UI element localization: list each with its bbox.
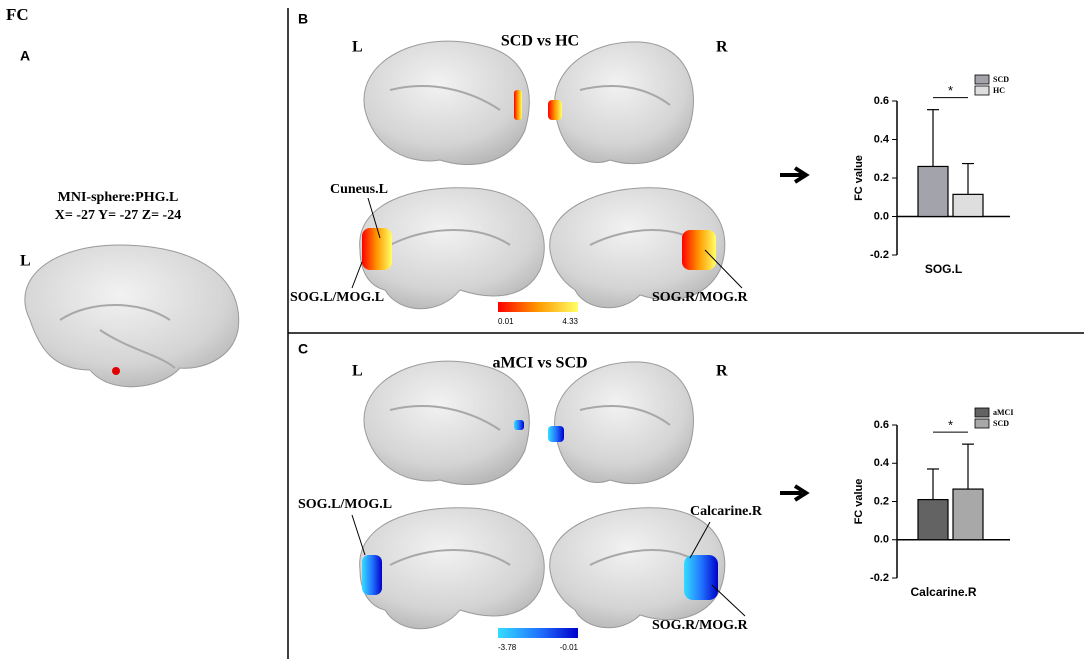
activation xyxy=(362,90,716,270)
y-axis-label: FC value xyxy=(853,155,865,201)
dividers xyxy=(287,8,1084,659)
colorbar-label: -3.78 xyxy=(498,643,517,652)
colorbar-label: -0.01 xyxy=(560,643,579,652)
colorbar-label: 0.01 xyxy=(498,317,514,326)
brain-medial xyxy=(24,244,240,388)
y-tick-label: 0.0 xyxy=(874,534,889,546)
colorbar xyxy=(498,302,578,312)
coords: X= -27 Y= -27 Z= -24 xyxy=(55,208,181,223)
bar xyxy=(952,488,984,541)
colorbar xyxy=(498,628,578,638)
x-tick-label: SOG.L xyxy=(925,262,962,276)
y-tick-label: 0.2 xyxy=(874,172,889,184)
brains-c xyxy=(359,360,726,630)
x-tick-label: Calcarine.R xyxy=(910,585,976,599)
region-label: SOG.L/MOG.L xyxy=(290,290,384,305)
arrow xyxy=(780,484,810,502)
region-label: Cuneus.L xyxy=(330,182,388,197)
bar xyxy=(917,498,949,541)
colorbar-label: 4.33 xyxy=(562,317,578,326)
figure-title: FC xyxy=(6,5,29,24)
legend-label: HC xyxy=(993,86,1005,95)
leader xyxy=(689,521,711,559)
y-tick-label: 0.6 xyxy=(874,419,889,431)
region-label: SOG.R/MOG.R xyxy=(652,290,749,305)
legend-label: SCD xyxy=(993,75,1009,84)
sphere: MNI-sphere:PHG.L xyxy=(58,190,179,205)
brains-b xyxy=(359,40,726,310)
hemisphere: L xyxy=(352,39,363,56)
panel-label: C xyxy=(298,341,308,357)
arrow xyxy=(780,166,810,184)
significance: * xyxy=(948,418,953,433)
leader xyxy=(704,249,743,289)
region-label: Calcarine.R xyxy=(690,504,763,519)
legend-label: SCD xyxy=(993,419,1009,428)
leader xyxy=(367,197,381,239)
hemisphere: L xyxy=(20,253,31,270)
activation xyxy=(362,420,718,600)
legend-swatch xyxy=(974,407,990,418)
region-label: SOG.R/MOG.R xyxy=(652,618,749,633)
y-tick-label: -0.2 xyxy=(870,572,889,584)
leader xyxy=(711,584,746,617)
hemisphere: R xyxy=(716,39,728,56)
panel-title: SCD vs HC xyxy=(501,33,579,50)
y-tick-label: 0.2 xyxy=(874,495,889,507)
hemisphere: R xyxy=(716,363,728,380)
legend-swatch xyxy=(974,74,990,85)
y-tick-label: 0.4 xyxy=(874,457,890,469)
y-tick-label: 0.4 xyxy=(874,133,890,145)
bar xyxy=(952,193,984,218)
region-label: SOG.L/MOG.L xyxy=(298,497,392,512)
leader xyxy=(351,514,366,556)
bar xyxy=(917,165,949,218)
leader xyxy=(351,261,363,289)
panel-label: B xyxy=(298,11,308,27)
seed xyxy=(112,367,120,375)
significance: * xyxy=(948,83,953,98)
y-axis-label: FC value xyxy=(853,479,865,525)
y-tick-label: 0.0 xyxy=(874,210,889,222)
panel-label: A xyxy=(20,48,30,64)
legend-swatch xyxy=(974,85,990,96)
y-tick-label: -0.2 xyxy=(870,249,889,261)
legend-label: aMCI xyxy=(993,408,1013,417)
legend-swatch xyxy=(974,418,990,429)
panel-title: aMCI vs SCD xyxy=(492,355,587,372)
y-tick-label: 0.6 xyxy=(874,95,889,107)
hemisphere: L xyxy=(352,363,363,380)
